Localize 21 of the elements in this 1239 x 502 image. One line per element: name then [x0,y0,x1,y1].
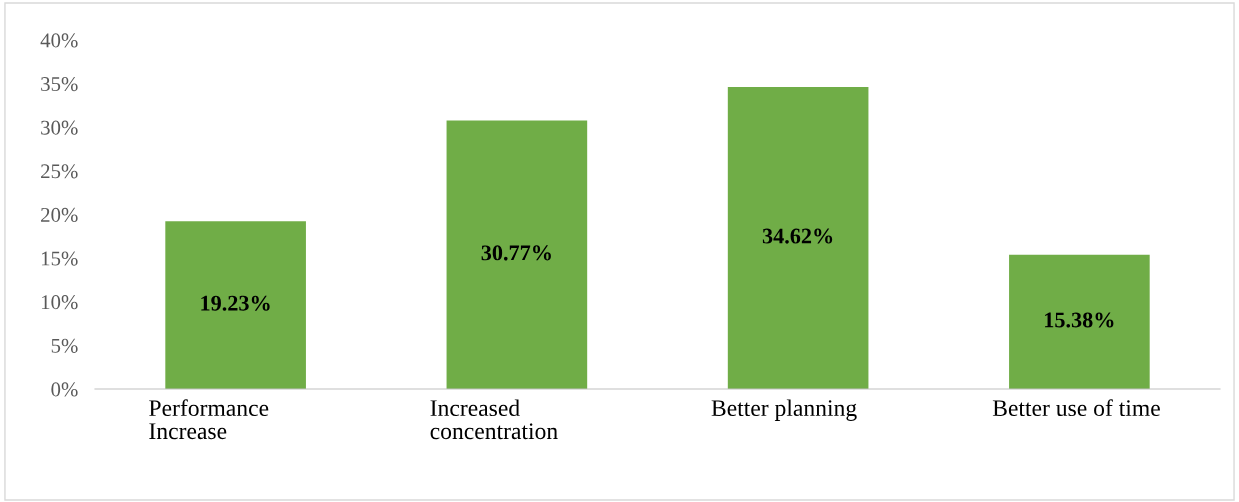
x-tick-label: Performance Increase [149,399,269,440]
y-tick-label: 25% [41,164,78,179]
bar [727,86,869,389]
data-label: 15.38% [1045,312,1114,328]
bar [1009,254,1150,389]
bar [165,221,306,389]
y-tick-label: 0% [51,382,78,397]
y-tick-label: 10% [41,295,78,310]
x-tick-label: Better use of time [992,399,1160,417]
y-tick-label: 15% [41,251,78,266]
x-tick-label: Better planning [711,399,857,421]
x-tick-label: Increased concentration [430,399,558,440]
y-tick-label: 5% [51,338,78,353]
y-tick-label: 30% [41,120,78,135]
y-tick-label: 20% [41,207,78,222]
data-label: 30.77% [481,245,551,261]
y-tick-label: 40% [40,33,78,48]
data-label: 34.62% [762,228,833,244]
bar [446,120,588,389]
y-tick-label: 35% [41,77,78,92]
data-label: 19.23% [201,295,270,311]
